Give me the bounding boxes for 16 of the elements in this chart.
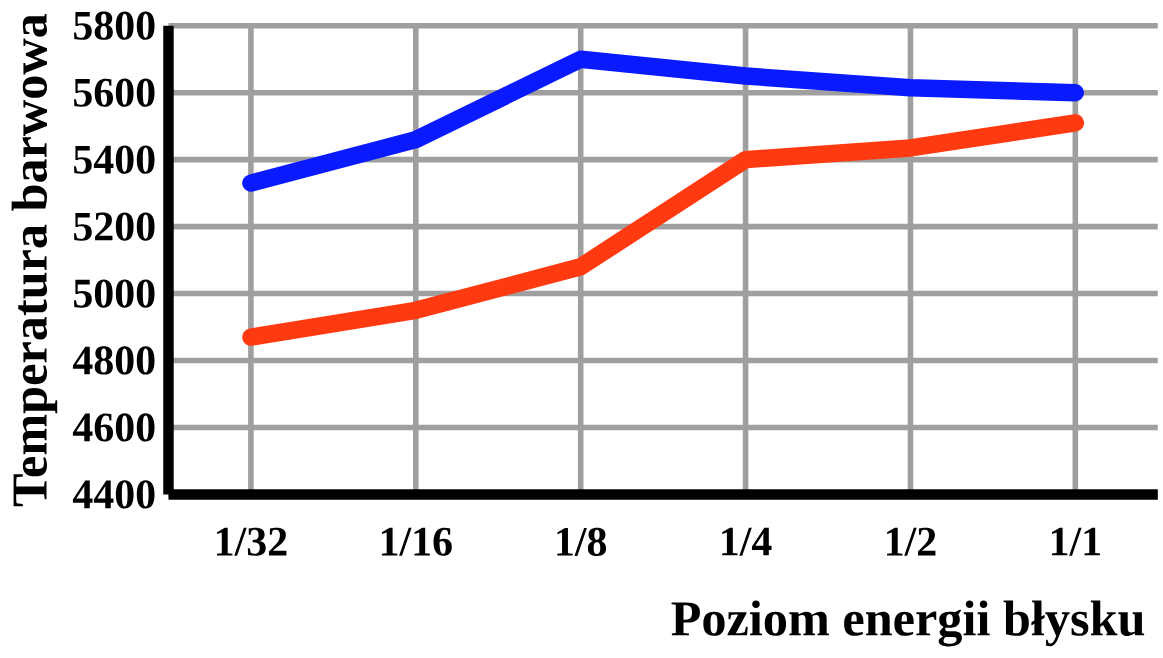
y-tick-label: 4400 [72, 480, 155, 509]
y-axis-title: Temperatura barwowa [11, 13, 58, 507]
y-tick-label: 4600 [72, 413, 155, 442]
x-tick-label: 1/1 [1051, 527, 1100, 556]
x-tick-label: 1/2 [887, 527, 936, 556]
x-tick-label: 1/8 [557, 527, 607, 556]
y-tick-label: 5000 [74, 279, 155, 308]
x-tick-label: 1/16 [381, 527, 452, 556]
x-axis-title: Poziom energii błysku [671, 600, 1145, 647]
y-tick-label: 5800 [74, 11, 155, 40]
y-tick-label: 4800 [72, 346, 155, 375]
x-tick-label: 1/32 [217, 527, 287, 556]
y-tick-label: 5400 [74, 145, 155, 174]
y-tick-label: 5600 [74, 78, 155, 107]
y-tick-label: 5200 [74, 212, 155, 241]
x-tick-label: 1/4 [722, 527, 772, 556]
